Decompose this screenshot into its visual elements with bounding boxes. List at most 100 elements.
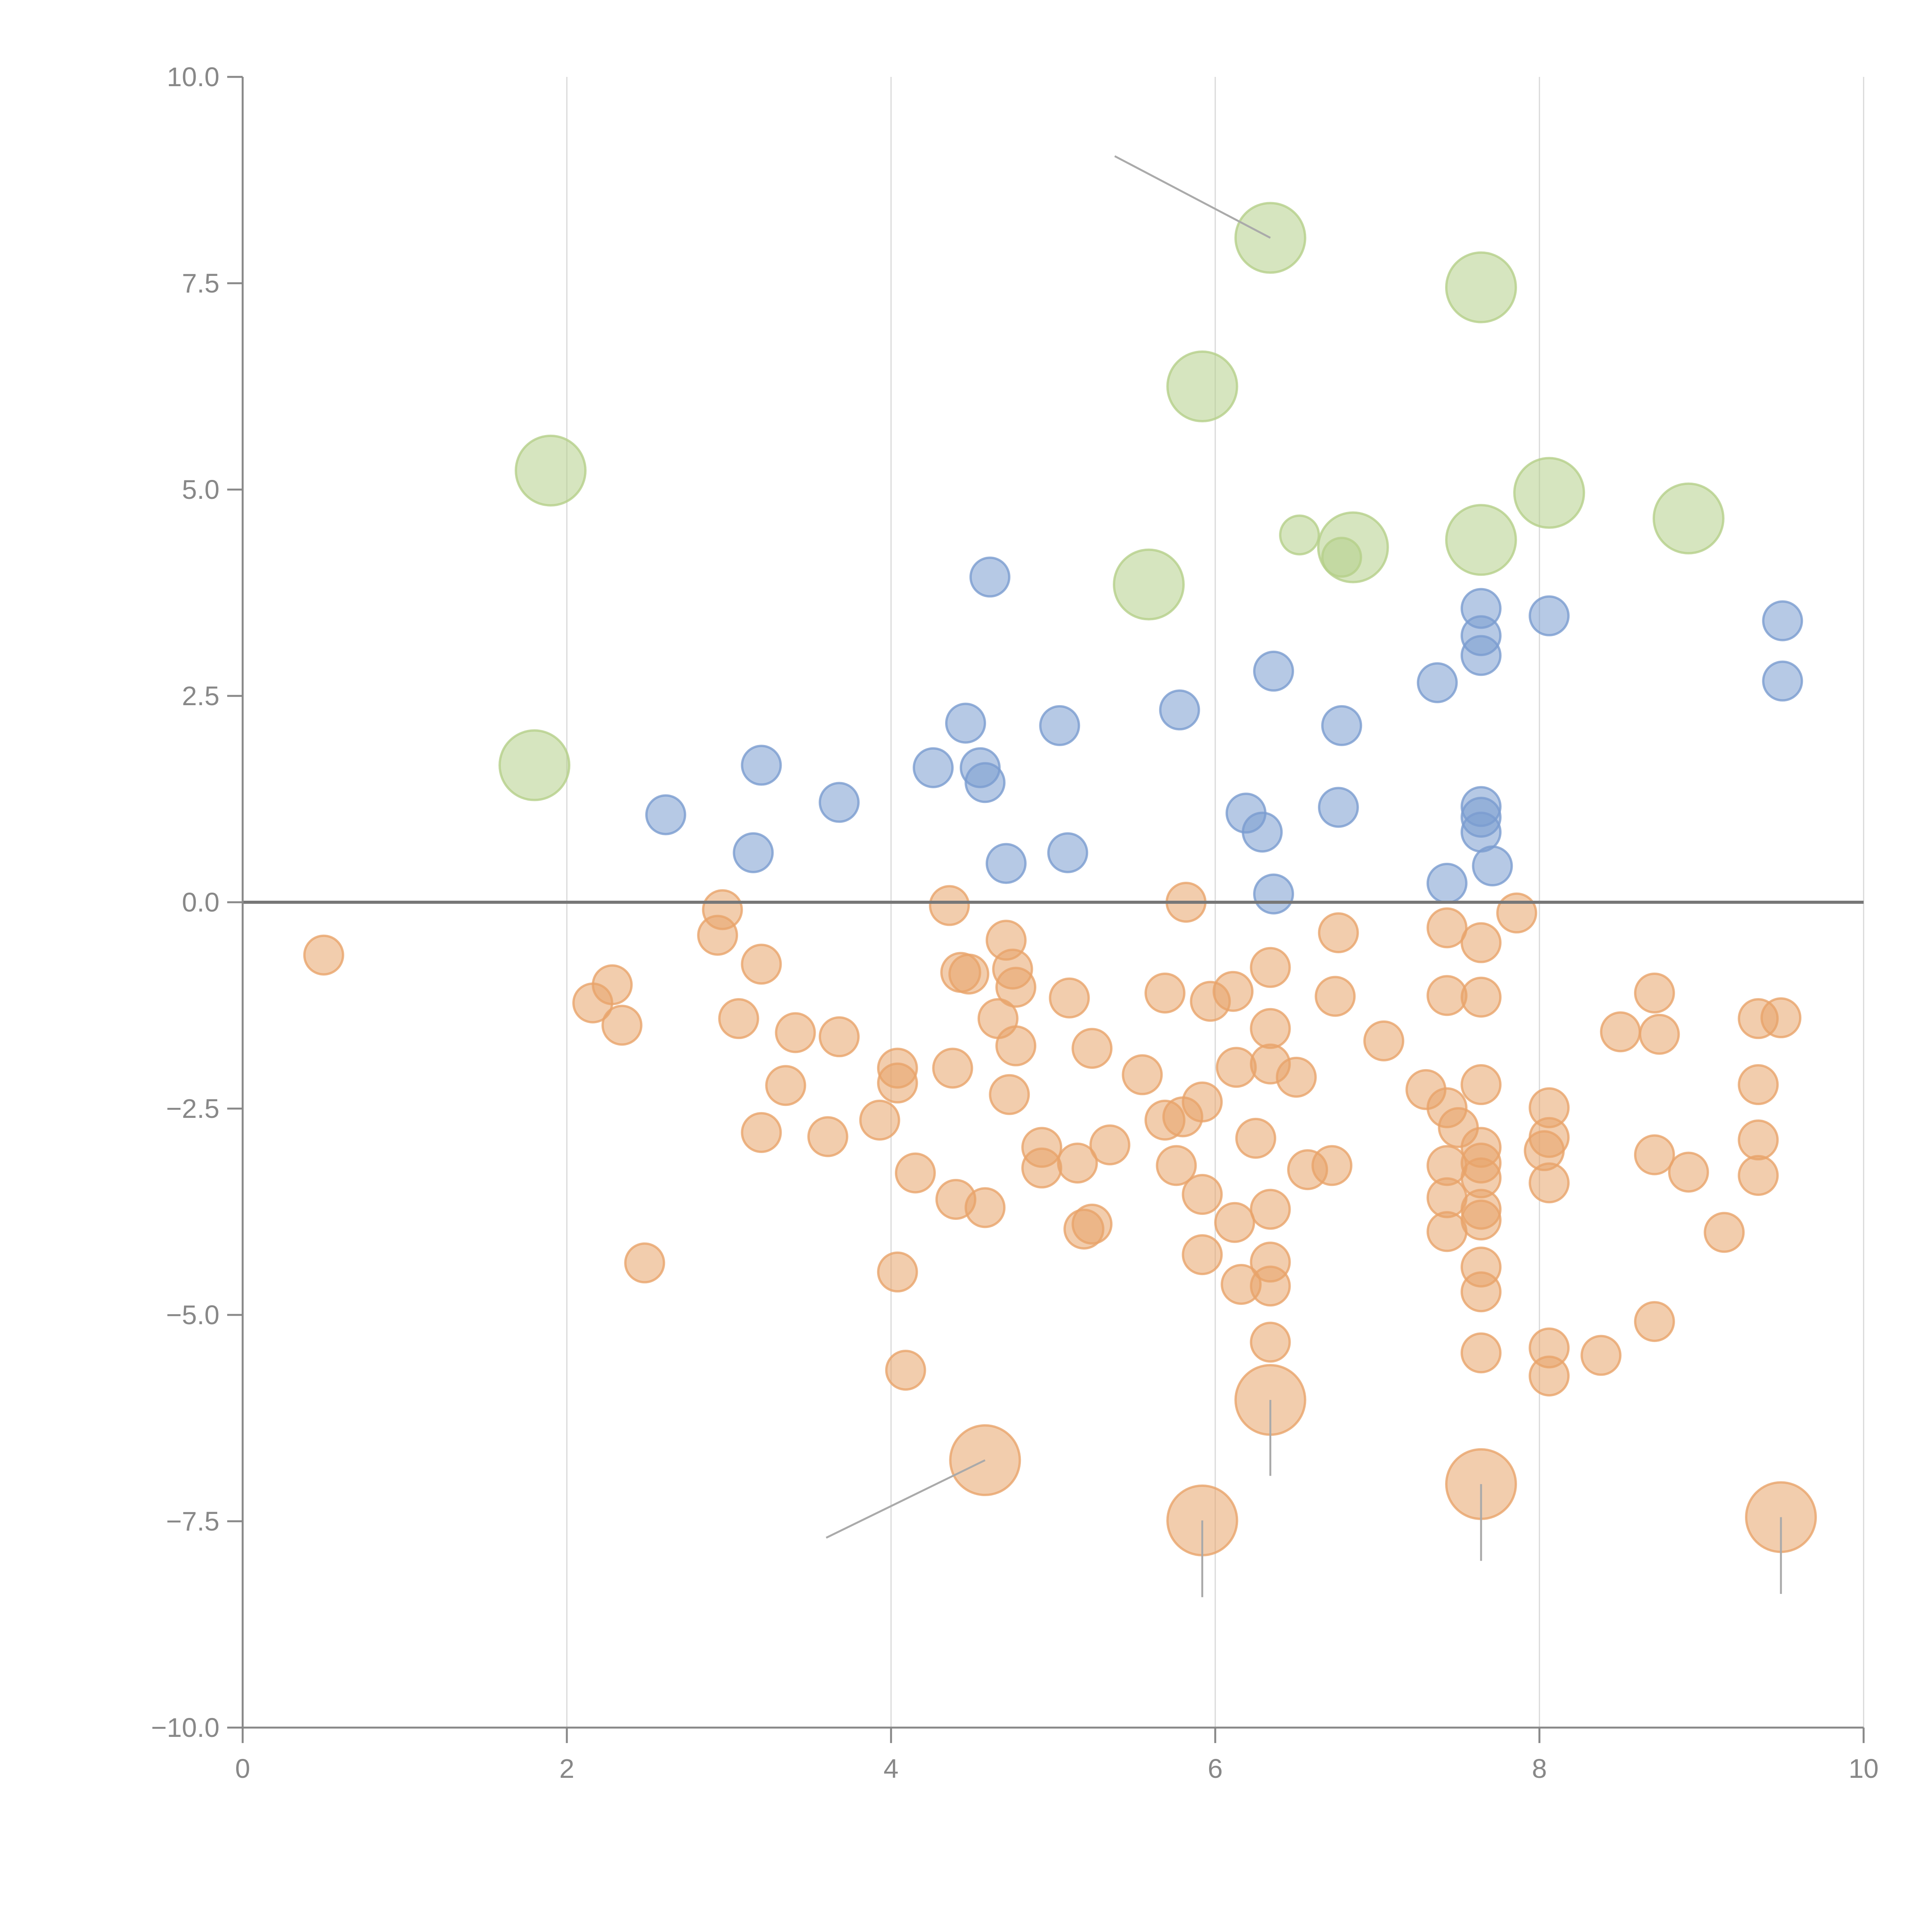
data-point-blue [1460,635,1502,676]
data-point-green [515,434,587,507]
data-point-orange [1250,947,1291,988]
x-tick-label: 8 [1532,1753,1547,1784]
data-point-orange [1276,1056,1317,1098]
data-point-orange [1634,972,1675,1014]
data-point-orange [1460,1199,1502,1241]
data-point-orange [1738,1155,1779,1196]
x-tick-label: 2 [560,1753,575,1784]
data-point-orange [1529,1355,1570,1397]
data-point-orange [741,944,782,985]
data-point-orange [1738,1064,1779,1105]
x-tick-label: 6 [1208,1753,1223,1784]
data-point-orange [995,1025,1037,1066]
annotation-leader-line [1114,155,1271,239]
data-point-orange [1600,1011,1641,1053]
x-tick-label: 0 [235,1753,250,1784]
annotations [826,155,1782,1597]
y-tick-label: −2.5 [166,1094,219,1124]
data-point-orange [1235,1117,1276,1159]
data-point-blue [1318,787,1359,828]
data-point-blue [1762,660,1803,702]
data-point-green [1513,457,1585,529]
data-point-orange [895,1152,936,1194]
data-point-orange [1580,1335,1622,1376]
data-point-orange [877,1251,918,1293]
data-point-orange [718,998,759,1039]
annotation-leader-line [826,1459,986,1539]
data-point-green [1321,537,1362,578]
y-tick-label: 0.0 [182,887,219,917]
data-point-orange [1089,1124,1131,1165]
data-point-green [1113,548,1185,621]
data-point-orange [1426,907,1468,949]
data-point-orange [1182,1174,1223,1215]
data-point-orange [1460,976,1502,1018]
data-point-green [1166,350,1238,422]
data-point-orange [1496,892,1537,934]
data-point-orange [1460,1064,1502,1105]
y-tick-label: −5.0 [166,1300,219,1330]
y-tick-label: 5.0 [182,474,219,505]
data-point-orange [885,1350,926,1391]
data-point-blue [818,782,860,823]
data-point-orange [775,1012,816,1053]
data-point-orange [1182,1234,1223,1276]
data-point-orange [1460,1271,1502,1313]
data-point-orange [1250,1265,1291,1307]
data-point-orange [1057,1142,1098,1184]
data-point-orange [1639,1014,1680,1055]
data-point-orange [818,1016,860,1058]
data-point-blue [945,702,986,744]
data-point-orange [1460,922,1502,963]
data-point-blue [1762,600,1803,641]
data-point-orange [1668,1151,1709,1193]
data-point-orange [1460,1332,1502,1374]
x-tick-label: 10 [1849,1753,1879,1784]
data-point-blue [1321,705,1362,746]
y-tick-label: −7.5 [166,1506,219,1536]
data-point-orange [1315,976,1356,1017]
data-point-orange [741,1112,782,1153]
data-point-orange [1250,1008,1291,1049]
data-point-orange [1021,1147,1063,1189]
data-point-blue [1253,873,1294,915]
data-point-blue [985,843,1027,884]
data-point-orange [1182,1081,1223,1122]
data-point-orange [1250,1189,1291,1230]
data-point-orange [1634,1134,1675,1175]
y-tick-label: 2.5 [182,681,219,711]
data-point-orange [1634,1301,1675,1342]
data-point-blue [1417,662,1458,703]
x-tick-label: 4 [884,1753,899,1784]
data-point-blue [969,556,1010,598]
axes: 10.0 7.5 5.0 2.5 0.0 −2.5 −5.0 −7.5 −10.0 0 2 4 6 8 10 [151,62,1879,1784]
data-point-orange [765,1065,806,1106]
data-point-orange [592,964,633,1005]
data-point-orange [1250,1321,1291,1363]
y-tick-label: 10.0 [167,62,219,92]
data-point-orange [1760,997,1802,1039]
data-point-orange [1363,1020,1405,1061]
data-point-orange [1049,977,1090,1019]
data-point-blue [1159,689,1200,731]
data-point-green [1279,514,1320,556]
data-point-orange [859,1099,900,1141]
data-point-orange [1071,1028,1113,1069]
data-point-orange [303,934,344,976]
data-point-orange [1214,1202,1255,1243]
data-point-blue [1529,595,1570,636]
data-point-orange [1426,1211,1468,1252]
data-point-orange [702,889,743,930]
y-tick-label: 7.5 [182,268,219,298]
data-point-orange [1122,1054,1163,1095]
data-point-orange [624,1242,665,1284]
data-point-orange [877,1062,918,1104]
data-point-orange [1426,975,1468,1016]
data-point-green [1652,482,1725,554]
data-point-orange [601,1005,643,1046]
data-point-green [1445,504,1517,576]
y-tick-label: −10.0 [151,1713,219,1743]
data-point-orange [1156,1145,1197,1186]
data-point-orange [1144,972,1185,1014]
